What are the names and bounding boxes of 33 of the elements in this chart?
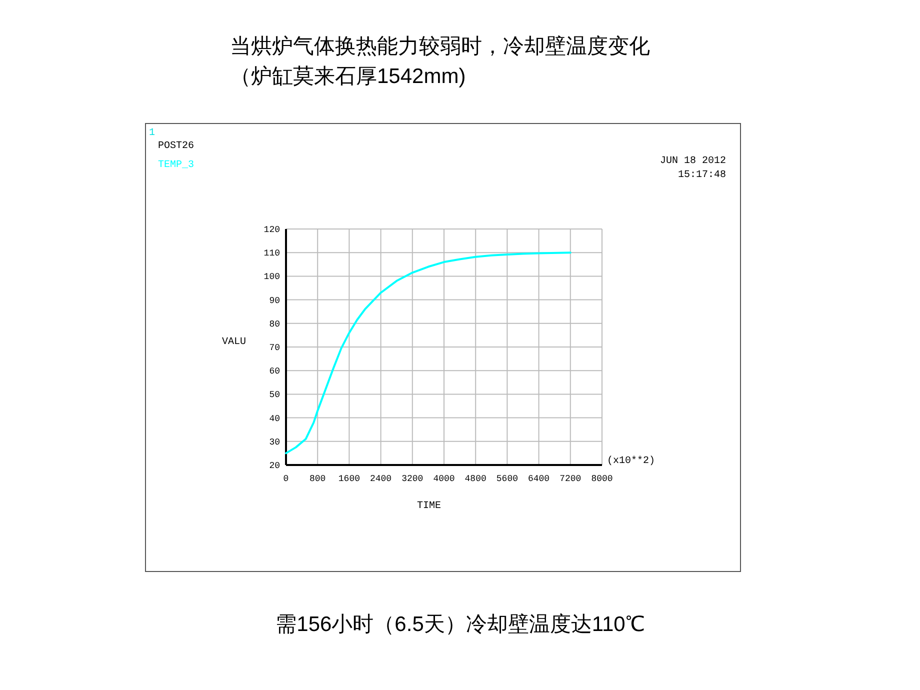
line-series: [285, 252, 572, 454]
text: JUN 18 2012: [660, 156, 726, 167]
y-tick-label: 20: [269, 461, 280, 471]
text: 1: [149, 128, 156, 139]
y-tick-label: 70: [269, 343, 280, 353]
y-tick-label: 90: [269, 296, 280, 306]
y-tick-label: 120: [264, 225, 280, 235]
x-tick-label: 1600: [338, 474, 360, 484]
y-tick-label: 40: [269, 414, 280, 424]
y-tick-label: 110: [264, 248, 280, 259]
y-tick-label: 100: [264, 272, 280, 282]
x-axis-title: TIME: [416, 501, 442, 512]
y-axis-title: VALU: [222, 337, 246, 348]
x-tick-label: 3200: [402, 474, 424, 484]
x-tick-label: 0: [283, 474, 289, 484]
x-tick-label: 2400: [370, 474, 392, 484]
x-tick-label: 800: [310, 474, 326, 484]
text: 15:17:48: [678, 170, 726, 181]
x-tick-label: 6400: [528, 474, 550, 484]
text: POST26: [158, 141, 194, 152]
chart-title: 当烘炉气体换热能力较弱时，冷却壁温度变化（炉缸莫来石厚1542mm): [230, 34, 651, 90]
text: TEMP_3: [158, 160, 194, 171]
x-tick-label: 5600: [496, 474, 518, 484]
y-tick-label: 60: [269, 366, 280, 377]
x-tick-label: 4000: [433, 474, 455, 484]
x-tick-label: 7200: [560, 474, 582, 484]
text: (x10**2): [607, 455, 656, 467]
y-tick-label: 50: [269, 390, 280, 400]
x-tick-label: 8000: [591, 474, 613, 484]
x-tick-label: 4800: [464, 474, 486, 484]
y-tick-label: 80: [269, 319, 280, 330]
text: 需156小时（6.5天）冷却壁温度达110℃: [274, 612, 646, 638]
y-tick-label: 30: [269, 437, 280, 448]
